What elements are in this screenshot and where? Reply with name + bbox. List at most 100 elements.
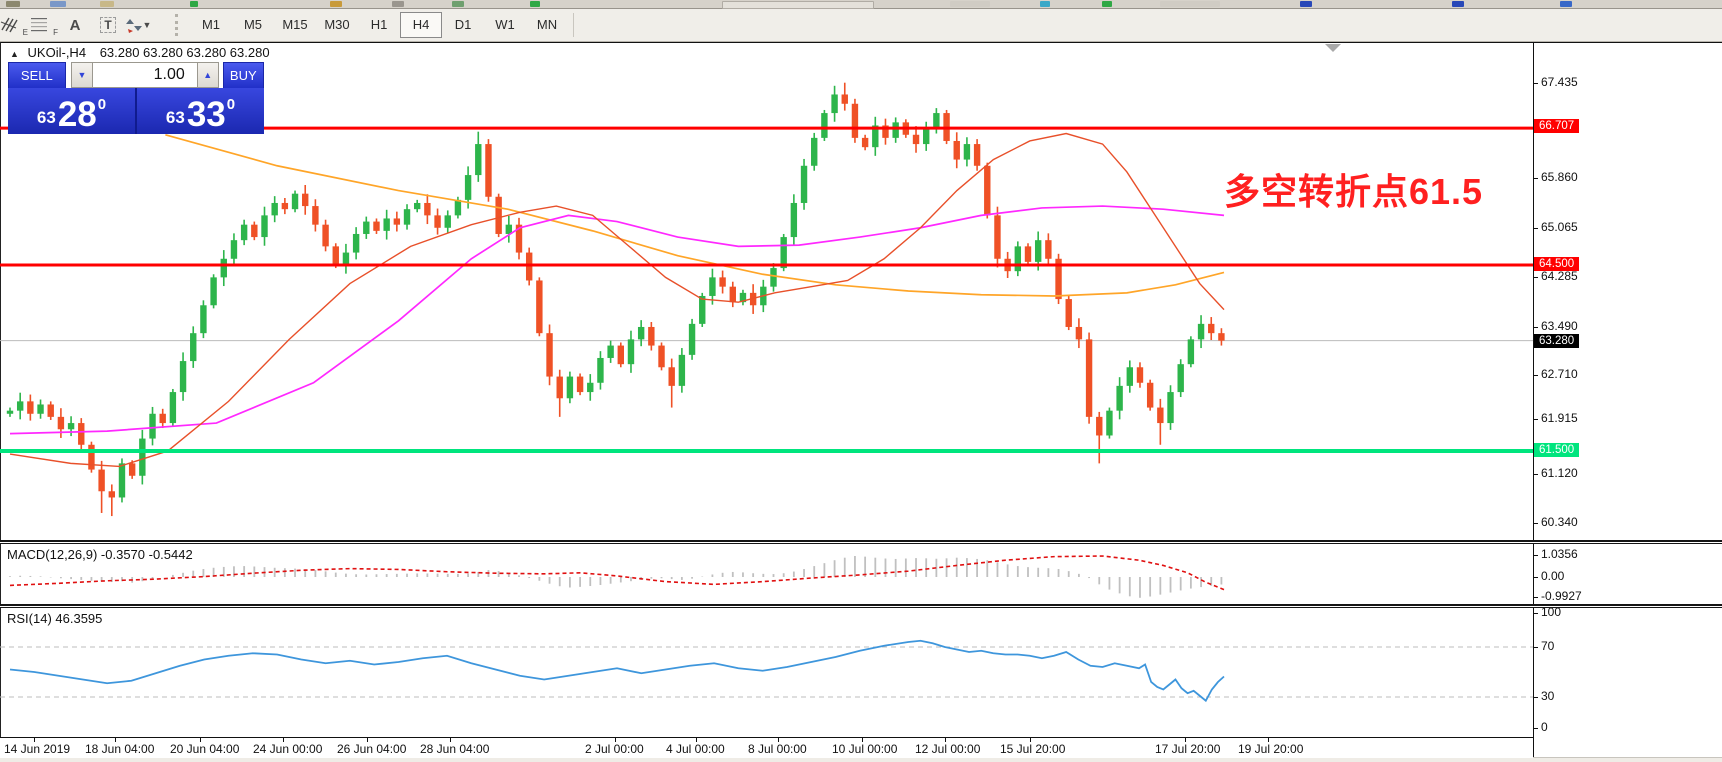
label-tool-button[interactable]: T xyxy=(90,12,126,38)
sell-price-prefix: 63 xyxy=(36,108,56,127)
price-axis-label: 65.860 xyxy=(1541,170,1578,184)
timeframe-h4-button[interactable]: H4 xyxy=(400,12,442,38)
top-toolbar-strip xyxy=(0,0,1722,9)
axis-tick xyxy=(1533,419,1538,420)
price-level-badge: 66.707 xyxy=(1534,119,1580,133)
toolbar-icon-stub[interactable] xyxy=(1102,1,1112,7)
timeframe-w1-button[interactable]: W1 xyxy=(495,17,515,32)
arrows-tool-button[interactable]: ▼ xyxy=(126,12,166,38)
price-level-badge: 64.500 xyxy=(1534,257,1580,271)
toolbar-icon-stub[interactable] xyxy=(392,1,404,7)
axis-tick xyxy=(1533,597,1538,598)
toolbar-icon-stub[interactable] xyxy=(50,1,66,7)
price-axis-label: 62.710 xyxy=(1541,367,1578,381)
axis-tick xyxy=(1533,523,1538,524)
rsi-indicator-pane[interactable] xyxy=(0,608,1533,737)
main-price-chart[interactable] xyxy=(0,43,1533,540)
collapse-chart-icon[interactable]: ▲ xyxy=(10,49,19,59)
pane-separator[interactable] xyxy=(0,540,1722,544)
axis-tick xyxy=(1268,738,1269,742)
price-axis-label: 67.435 xyxy=(1541,75,1578,89)
chart-area[interactable] xyxy=(0,42,1722,758)
pane-separator[interactable] xyxy=(0,604,1722,608)
axis-tick xyxy=(34,738,35,742)
price-axis-label: 1.0356 xyxy=(1541,547,1578,561)
axis-tick xyxy=(1533,577,1538,578)
time-axis-label: 12 Jul 00:00 xyxy=(915,742,981,756)
time-axis-label: 2 Jul 00:00 xyxy=(585,742,644,756)
price-axis-border xyxy=(1533,42,1534,757)
axis-tick xyxy=(1533,728,1538,729)
time-axis-label: 10 Jul 00:00 xyxy=(832,742,898,756)
buy-price-big: 33 xyxy=(186,95,226,135)
lot-decrease-stepper[interactable]: ▼ xyxy=(71,62,93,88)
timeframe-d1-button[interactable]: D1 xyxy=(454,17,472,32)
toolbar-icon-stub[interactable] xyxy=(1160,1,1220,7)
toolbar-icon-stub[interactable] xyxy=(330,1,342,7)
chart-symbol-period: UKOil-,H4 xyxy=(27,45,87,60)
toolbar-drag-handle[interactable] xyxy=(175,14,183,36)
toolbar-icon-stub[interactable] xyxy=(530,1,540,7)
axis-tick xyxy=(778,738,779,742)
sell-price-sup: 0 xyxy=(97,96,107,113)
time-axis-label: 18 Jun 04:00 xyxy=(85,742,155,756)
sell-button[interactable]: SELL xyxy=(8,62,66,88)
axis-tick xyxy=(1533,555,1538,556)
axis-tick xyxy=(1533,83,1538,84)
timeframe-m5-button[interactable]: M5 xyxy=(243,17,263,32)
lot-increase-stepper[interactable]: ▲ xyxy=(196,62,219,88)
toolbar-icon-stub[interactable] xyxy=(6,1,20,7)
pattern-tool-button[interactable]: E xyxy=(0,12,30,38)
chart-annotation-text: 多空转折点61.5 xyxy=(1224,171,1484,212)
price-axis-label: 61.120 xyxy=(1541,466,1578,480)
chart-header: ▲ UKOil-,H4 63.280 63.280 63.280 63.280 xyxy=(10,45,270,60)
toolbar-separator xyxy=(573,13,574,37)
axis-tick xyxy=(450,738,451,742)
time-axis-label: 15 Jul 20:00 xyxy=(1000,742,1066,756)
toolbar-icon-stub[interactable] xyxy=(1452,1,1464,7)
axis-tick xyxy=(1533,474,1538,475)
chart-shift-marker[interactable] xyxy=(1325,44,1341,52)
sell-price-display[interactable]: 63 28 0 xyxy=(8,88,135,134)
toolbar-icon-stub[interactable] xyxy=(100,1,114,7)
timeframe-m30-button[interactable]: M30 xyxy=(324,17,350,32)
macd-indicator-pane[interactable] xyxy=(0,544,1533,604)
toolbar-button-group-stub[interactable] xyxy=(722,1,874,9)
time-axis: 14 Jun 2019 18 Jun 04:00 20 Jun 04:00 24 Ju… xyxy=(0,737,1533,758)
toolbar-icon-stub[interactable] xyxy=(1560,1,1572,7)
toolbar-icon-stub[interactable] xyxy=(950,1,990,7)
timeframe-mn-button[interactable]: MN xyxy=(536,17,558,32)
time-axis-label: 26 Jun 04:00 xyxy=(337,742,407,756)
toolbar-icon-stub[interactable] xyxy=(452,1,464,7)
ma-fast-red xyxy=(9,132,1225,468)
price-level-badge: 61.500 xyxy=(1534,443,1580,457)
timeframe-h1-button[interactable]: H1 xyxy=(370,17,388,32)
toolbar-icon-stub[interactable] xyxy=(190,1,198,7)
axis-tick xyxy=(1030,738,1031,742)
lot-size-input[interactable] xyxy=(92,62,197,88)
sell-price-big: 28 xyxy=(57,95,97,135)
timeframe-m1-button[interactable]: M1 xyxy=(201,17,221,32)
toolbar-icon-stub[interactable] xyxy=(1300,1,1312,7)
axis-tick xyxy=(367,738,368,742)
grid-tool-button[interactable]: F xyxy=(30,12,60,38)
time-axis-label: 14 Jun 2019 xyxy=(4,742,71,756)
toolbar-icon-stub[interactable] xyxy=(1040,1,1050,7)
price-axis-label: 64.285 xyxy=(1541,269,1578,283)
ma-slow-orange xyxy=(165,133,1225,297)
axis-tick xyxy=(862,738,863,742)
price-axis-label: 70 xyxy=(1541,639,1555,653)
text-tool-button[interactable]: A xyxy=(60,12,90,38)
axis-tick xyxy=(1533,178,1538,179)
price-axis-label: -0.9927 xyxy=(1541,589,1582,603)
tool-sub-label: E xyxy=(22,28,28,37)
axis-tick xyxy=(615,738,616,742)
timeframe-m15-button[interactable]: M15 xyxy=(282,17,308,32)
one-click-trading-panel: SELL ▼ ▲ BUY 63 28 0 63 33 0 xyxy=(8,62,265,134)
buy-price-display[interactable]: 63 33 0 xyxy=(137,88,264,134)
time-axis-label: 28 Jun 04:00 xyxy=(420,742,490,756)
hatch-lines-icon xyxy=(0,17,18,33)
dropdown-caret-icon: ▼ xyxy=(142,20,152,30)
time-axis-label: 17 Jul 20:00 xyxy=(1155,742,1221,756)
buy-button[interactable]: BUY xyxy=(222,62,265,88)
